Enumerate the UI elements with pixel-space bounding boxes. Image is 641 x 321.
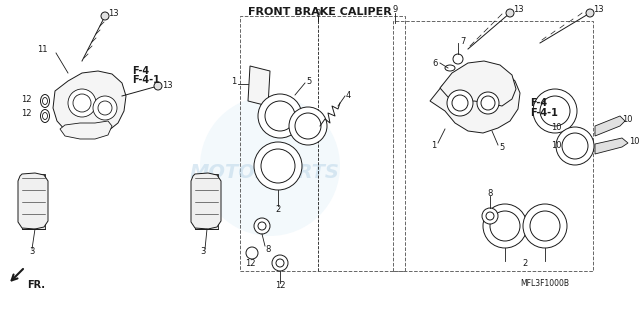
Text: 10: 10 <box>629 137 640 146</box>
Bar <box>240 16 405 271</box>
Text: 6: 6 <box>433 58 438 67</box>
Text: 8: 8 <box>487 189 493 198</box>
Text: FR.: FR. <box>27 280 45 290</box>
Polygon shape <box>595 116 625 136</box>
Circle shape <box>295 113 321 139</box>
Text: F-4-1: F-4-1 <box>132 75 160 85</box>
Text: 13: 13 <box>162 82 172 91</box>
Circle shape <box>486 212 494 220</box>
Text: 5: 5 <box>499 143 504 152</box>
Bar <box>195 174 218 229</box>
Text: MOTORPARTS: MOTORPARTS <box>190 163 340 183</box>
Circle shape <box>586 9 594 17</box>
Circle shape <box>530 211 560 241</box>
Text: F-4: F-4 <box>132 66 149 76</box>
Text: 10: 10 <box>551 142 562 151</box>
Text: 5: 5 <box>306 77 312 86</box>
Text: F-4-1: F-4-1 <box>530 108 558 118</box>
Polygon shape <box>595 138 628 154</box>
Text: 13: 13 <box>513 5 524 14</box>
Circle shape <box>154 82 162 90</box>
Bar <box>393 21 593 271</box>
Text: F-4: F-4 <box>530 98 547 108</box>
Circle shape <box>265 101 295 131</box>
Ellipse shape <box>42 112 47 119</box>
Circle shape <box>562 133 588 159</box>
Circle shape <box>447 90 473 116</box>
Text: 12: 12 <box>275 282 285 291</box>
Ellipse shape <box>40 109 49 123</box>
Polygon shape <box>18 173 48 229</box>
Circle shape <box>506 9 514 17</box>
Text: 8: 8 <box>265 245 271 254</box>
Text: 3: 3 <box>200 247 206 256</box>
Circle shape <box>101 12 109 20</box>
Text: 2: 2 <box>276 204 281 213</box>
Bar <box>22 174 45 229</box>
Polygon shape <box>191 173 221 229</box>
Circle shape <box>482 208 498 224</box>
Circle shape <box>289 107 327 145</box>
Circle shape <box>98 101 112 115</box>
Polygon shape <box>60 121 112 139</box>
Circle shape <box>258 222 266 230</box>
Text: MFL3F1000B: MFL3F1000B <box>520 279 569 288</box>
Text: 10: 10 <box>551 124 562 133</box>
Text: 10: 10 <box>622 115 633 124</box>
Circle shape <box>452 95 468 111</box>
Circle shape <box>254 142 302 190</box>
Text: 2: 2 <box>522 259 528 268</box>
Circle shape <box>477 92 499 114</box>
Text: 1: 1 <box>231 76 236 85</box>
Polygon shape <box>440 61 516 106</box>
Text: 7: 7 <box>460 37 465 46</box>
Circle shape <box>246 247 258 259</box>
Text: 4: 4 <box>346 91 351 100</box>
Text: 11: 11 <box>38 46 48 55</box>
Circle shape <box>254 218 270 234</box>
Circle shape <box>481 96 495 110</box>
Circle shape <box>93 96 117 120</box>
Circle shape <box>523 204 567 248</box>
Circle shape <box>258 94 302 138</box>
Circle shape <box>556 127 594 165</box>
Text: 12: 12 <box>245 258 255 267</box>
Ellipse shape <box>40 94 49 108</box>
Circle shape <box>261 149 295 183</box>
Circle shape <box>483 204 527 248</box>
Circle shape <box>453 54 463 64</box>
Circle shape <box>73 94 91 112</box>
Circle shape <box>200 96 340 236</box>
Text: 12: 12 <box>22 109 32 118</box>
Circle shape <box>490 211 520 241</box>
Polygon shape <box>248 66 270 106</box>
Polygon shape <box>53 71 126 136</box>
Text: 9: 9 <box>392 5 397 14</box>
Text: 3: 3 <box>29 247 35 256</box>
Circle shape <box>540 96 570 126</box>
Circle shape <box>276 259 284 267</box>
Text: 12: 12 <box>22 94 32 103</box>
Text: FRONT BRAKE CALIPER: FRONT BRAKE CALIPER <box>248 7 392 17</box>
Ellipse shape <box>445 65 455 71</box>
Text: 13: 13 <box>108 8 119 18</box>
Circle shape <box>272 255 288 271</box>
Ellipse shape <box>42 98 47 105</box>
Polygon shape <box>430 66 520 133</box>
Text: 9: 9 <box>315 8 320 18</box>
Circle shape <box>68 89 96 117</box>
Circle shape <box>533 89 577 133</box>
Text: 1: 1 <box>431 142 436 151</box>
Text: 13: 13 <box>593 5 604 14</box>
